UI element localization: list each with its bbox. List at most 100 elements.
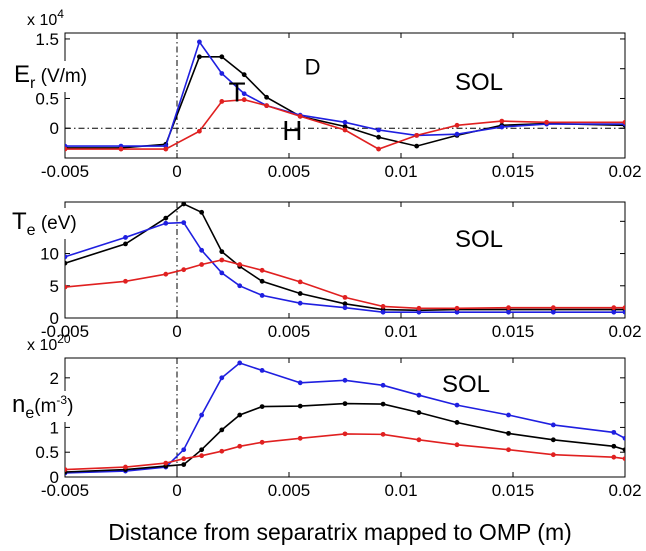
data-point-D: [454, 420, 460, 425]
x-tick-label: 0.015: [492, 322, 535, 341]
data-point-H: [123, 278, 128, 284]
data-point-H: [264, 103, 269, 109]
data-point-T: [219, 71, 225, 76]
data-point-D: [199, 209, 205, 215]
x-tick-label: 0.02: [608, 481, 641, 500]
data-point-T: [454, 131, 460, 137]
data-point-H: [219, 99, 225, 104]
x-tick-label: 0.005: [268, 322, 311, 341]
x-tick-label: 0.005: [268, 162, 311, 181]
data-point-T: [499, 124, 505, 130]
series-line-D: [65, 402, 625, 473]
data-point-H: [342, 294, 348, 300]
data-point-H: [622, 456, 625, 462]
data-point-H: [454, 442, 460, 448]
data-point-D: [181, 462, 187, 468]
data-point-D: [342, 301, 348, 307]
data-point-H: [611, 454, 617, 460]
y-tick-label: 1.5: [35, 30, 59, 49]
x-tick-label: 0: [172, 322, 181, 341]
data-point-H: [123, 464, 128, 470]
data-point-T: [65, 254, 68, 260]
data-point-H: [376, 146, 381, 152]
data-point-H: [414, 132, 420, 138]
y-axis-label-bg: [10, 208, 79, 239]
region-label: SOL: [455, 69, 503, 96]
data-point-D: [264, 94, 269, 100]
data-point-H: [297, 113, 303, 119]
data-point-H: [416, 437, 422, 443]
data-point-T: [199, 412, 205, 418]
series-line-H: [65, 433, 625, 471]
data-point-T: [416, 309, 422, 315]
plot-frame: [64, 201, 626, 319]
data-point-D: [241, 72, 247, 78]
data-point-D: [259, 278, 265, 284]
data-point-T: [380, 382, 386, 388]
data-point-T: [297, 380, 303, 386]
data-point-D: [181, 202, 187, 207]
y-axis-label-bg: [12, 61, 90, 92]
data-point-H: [197, 128, 202, 134]
series-annotation-T: T: [229, 76, 246, 107]
data-point-T: [219, 375, 225, 381]
y-axis-label: ne(m-3): [12, 391, 73, 422]
data-point-H: [237, 443, 243, 449]
region-label: SOL: [455, 226, 503, 253]
data-point-D: [506, 430, 511, 436]
x-tick-label: 0.015: [492, 481, 535, 500]
data-point-H: [550, 452, 556, 458]
data-point-H: [181, 267, 187, 273]
data-point-T: [237, 360, 243, 366]
data-point-H: [65, 467, 68, 472]
series-line-D: [65, 202, 625, 312]
y-tick-label: 0: [50, 309, 59, 328]
data-point-H: [65, 284, 68, 290]
data-point-T: [181, 447, 187, 453]
data-point-T: [550, 309, 556, 315]
data-point-H: [342, 127, 348, 133]
data-point-D: [297, 291, 303, 296]
x-tick-label: 0.02: [608, 162, 641, 181]
data-point-H: [297, 435, 303, 441]
data-point-T: [219, 270, 225, 276]
data-point-T: [123, 235, 128, 240]
x-tick-label: -0.005: [41, 162, 89, 181]
data-point-T: [181, 220, 187, 226]
y-tick-label: 0.5: [35, 443, 59, 462]
data-point-H: [499, 118, 505, 124]
y-tick-label: 10: [40, 245, 59, 264]
region-label: SOL: [442, 371, 490, 398]
data-point-H: [219, 448, 225, 454]
data-point-T: [454, 402, 460, 408]
y-tick-label: 2: [50, 369, 59, 388]
y-tick-label: 0: [50, 468, 59, 487]
data-point-D: [197, 54, 202, 60]
x-tick-label: 0.02: [608, 322, 641, 341]
data-point-H: [241, 97, 247, 103]
data-point-T: [611, 429, 617, 435]
data-point-T: [237, 283, 243, 289]
y-tick-label: 5: [50, 277, 59, 296]
data-point-H: [380, 304, 386, 309]
series-annotation-H: H: [282, 115, 302, 146]
data-point-H: [622, 119, 625, 125]
data-point-D: [416, 410, 422, 415]
data-point-H: [506, 305, 511, 311]
data-point-H: [199, 262, 205, 267]
data-point-D: [342, 124, 348, 129]
data-point-T: [342, 305, 348, 311]
x-tick-label: -0.005: [41, 481, 89, 500]
data-point-H: [416, 305, 422, 311]
x-tick-label: 0.01: [384, 481, 417, 500]
data-point-D: [297, 403, 303, 409]
data-point-H: [163, 271, 169, 277]
x-axis-label: Distance from separatrix mapped to OMP (…: [108, 519, 572, 545]
data-point-H: [544, 119, 549, 125]
data-point-T: [454, 309, 460, 315]
data-point-H: [219, 257, 225, 263]
data-point-H: [622, 305, 625, 311]
